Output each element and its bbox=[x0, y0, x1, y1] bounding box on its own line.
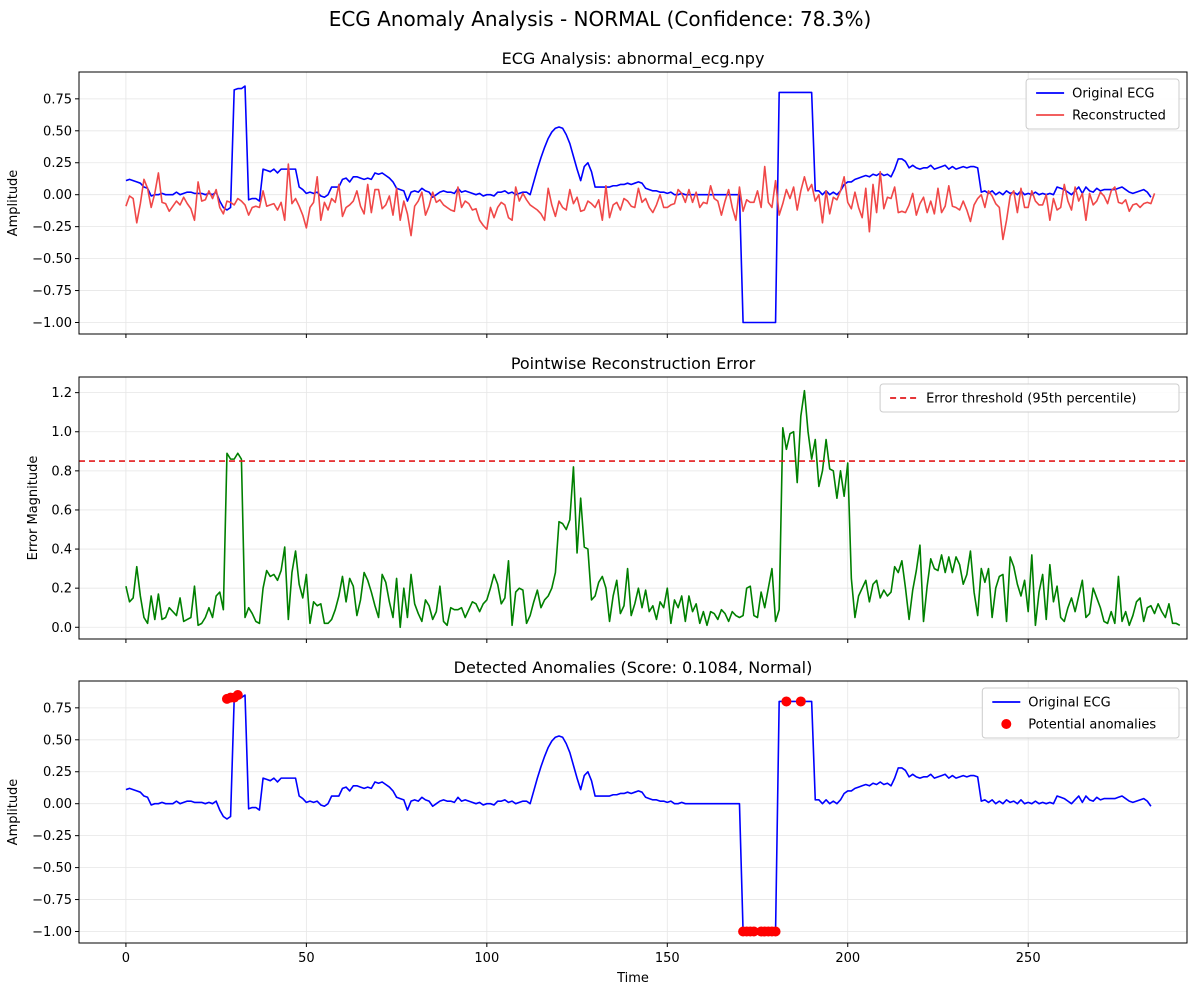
panel-title: ECG Analysis: abnormal_ecg.npy bbox=[502, 49, 765, 69]
series-line-1 bbox=[125, 694, 1152, 933]
x-tick-label: 100 bbox=[474, 951, 499, 966]
chart-panels: −1.00−0.75−0.50−0.250.000.250.500.75ECG … bbox=[6, 49, 1188, 986]
y-tick-label: −1.00 bbox=[32, 316, 72, 331]
legend-box bbox=[981, 687, 1180, 739]
y-tick-label: 0.50 bbox=[43, 124, 72, 139]
y-tick-label: −0.75 bbox=[32, 284, 72, 299]
y-tick-label: −0.50 bbox=[32, 861, 72, 876]
y-tick-label: 1.0 bbox=[51, 425, 72, 440]
y-tick-label: 0.8 bbox=[51, 464, 72, 479]
legend-box bbox=[1025, 78, 1180, 130]
series-line-2 bbox=[125, 163, 1156, 241]
panel-3: 0 50 100 150 200 250 −1.00 −0.75 −0.50 −0.25 0.00 0… bbox=[6, 658, 1188, 986]
y-tick-label: 0.50 bbox=[43, 733, 72, 748]
series-line-1 bbox=[125, 389, 1181, 629]
anomaly-point bbox=[795, 696, 806, 707]
plot-area bbox=[125, 690, 1152, 937]
anomaly-point bbox=[770, 926, 781, 937]
y-tick-label: −1.00 bbox=[32, 925, 72, 940]
y-tick-label: 0.4 bbox=[51, 543, 72, 558]
legend-label: Potential anomalies bbox=[1028, 718, 1156, 733]
y-tick-label: 0.75 bbox=[43, 701, 72, 716]
y-axis-label: Amplitude bbox=[6, 779, 21, 846]
x-tick-label: 150 bbox=[655, 951, 680, 966]
plot-area bbox=[125, 85, 1156, 324]
y-tick-label: 0.2 bbox=[51, 582, 72, 597]
legend: Error threshold (95th percentile) bbox=[879, 383, 1180, 413]
legend-swatch-dot bbox=[1001, 719, 1012, 729]
y-tick-label: 0.00 bbox=[43, 188, 72, 203]
figure-title: ECG Anomaly Analysis - NORMAL (Confidenc… bbox=[329, 7, 872, 31]
y-tick-label: −0.25 bbox=[32, 829, 72, 844]
y-tick-label: −0.50 bbox=[32, 252, 72, 267]
y-axis-label: Error Magnitude bbox=[26, 456, 41, 561]
legend: Original ECG Potential anomalies bbox=[981, 687, 1180, 739]
panel-title: Pointwise Reconstruction Error bbox=[511, 354, 756, 373]
plot-frame bbox=[78, 71, 1188, 335]
plot-area bbox=[79, 389, 1187, 629]
y-tick-label: 0.00 bbox=[43, 797, 72, 812]
anomaly-point bbox=[781, 696, 792, 707]
anomaly-point bbox=[748, 926, 759, 937]
plot-frame bbox=[78, 376, 1188, 640]
y-tick-label: 1.2 bbox=[51, 386, 72, 401]
x-tick-label: 200 bbox=[835, 951, 860, 966]
y-tick-label: 0.6 bbox=[51, 503, 72, 518]
series-line-1 bbox=[125, 85, 1152, 324]
panel-1: −1.00 −0.75 −0.50 −0.25 0.00 0.25 0.50 0.75 ECG … bbox=[6, 49, 1188, 338]
y-tick-label: 0.25 bbox=[43, 765, 72, 780]
y-axis-label: Amplitude bbox=[6, 170, 21, 237]
anomaly-point bbox=[232, 690, 243, 701]
x-tick-label: 250 bbox=[1016, 951, 1041, 966]
legend-label: Original ECG bbox=[1028, 696, 1110, 711]
legend: Original ECG Reconstructed bbox=[1025, 78, 1180, 130]
panel-2: 0.0 0.2 0.4 0.6 0.8 1.0 1.2 Pointwise Reconstru… bbox=[26, 354, 1188, 643]
y-tick-label: 0.25 bbox=[43, 156, 72, 171]
y-tick-label: −0.25 bbox=[32, 220, 72, 235]
legend-label: Reconstructed bbox=[1072, 109, 1166, 124]
plot-frame bbox=[78, 680, 1188, 944]
legend-label: Original ECG bbox=[1072, 87, 1154, 102]
y-tick-label: 0.75 bbox=[43, 92, 72, 107]
y-tick-label: 0.0 bbox=[51, 621, 72, 636]
x-tick-label: 50 bbox=[298, 951, 315, 966]
legend-box bbox=[879, 383, 1180, 413]
y-tick-label: −0.75 bbox=[32, 893, 72, 908]
panel-title: Detected Anomalies (Score: 0.1084, Norma… bbox=[454, 658, 813, 677]
x-tick-label: 0 bbox=[122, 951, 130, 966]
legend-label: Error threshold (95th percentile) bbox=[926, 392, 1136, 407]
x-axis-label: Time bbox=[616, 971, 649, 986]
